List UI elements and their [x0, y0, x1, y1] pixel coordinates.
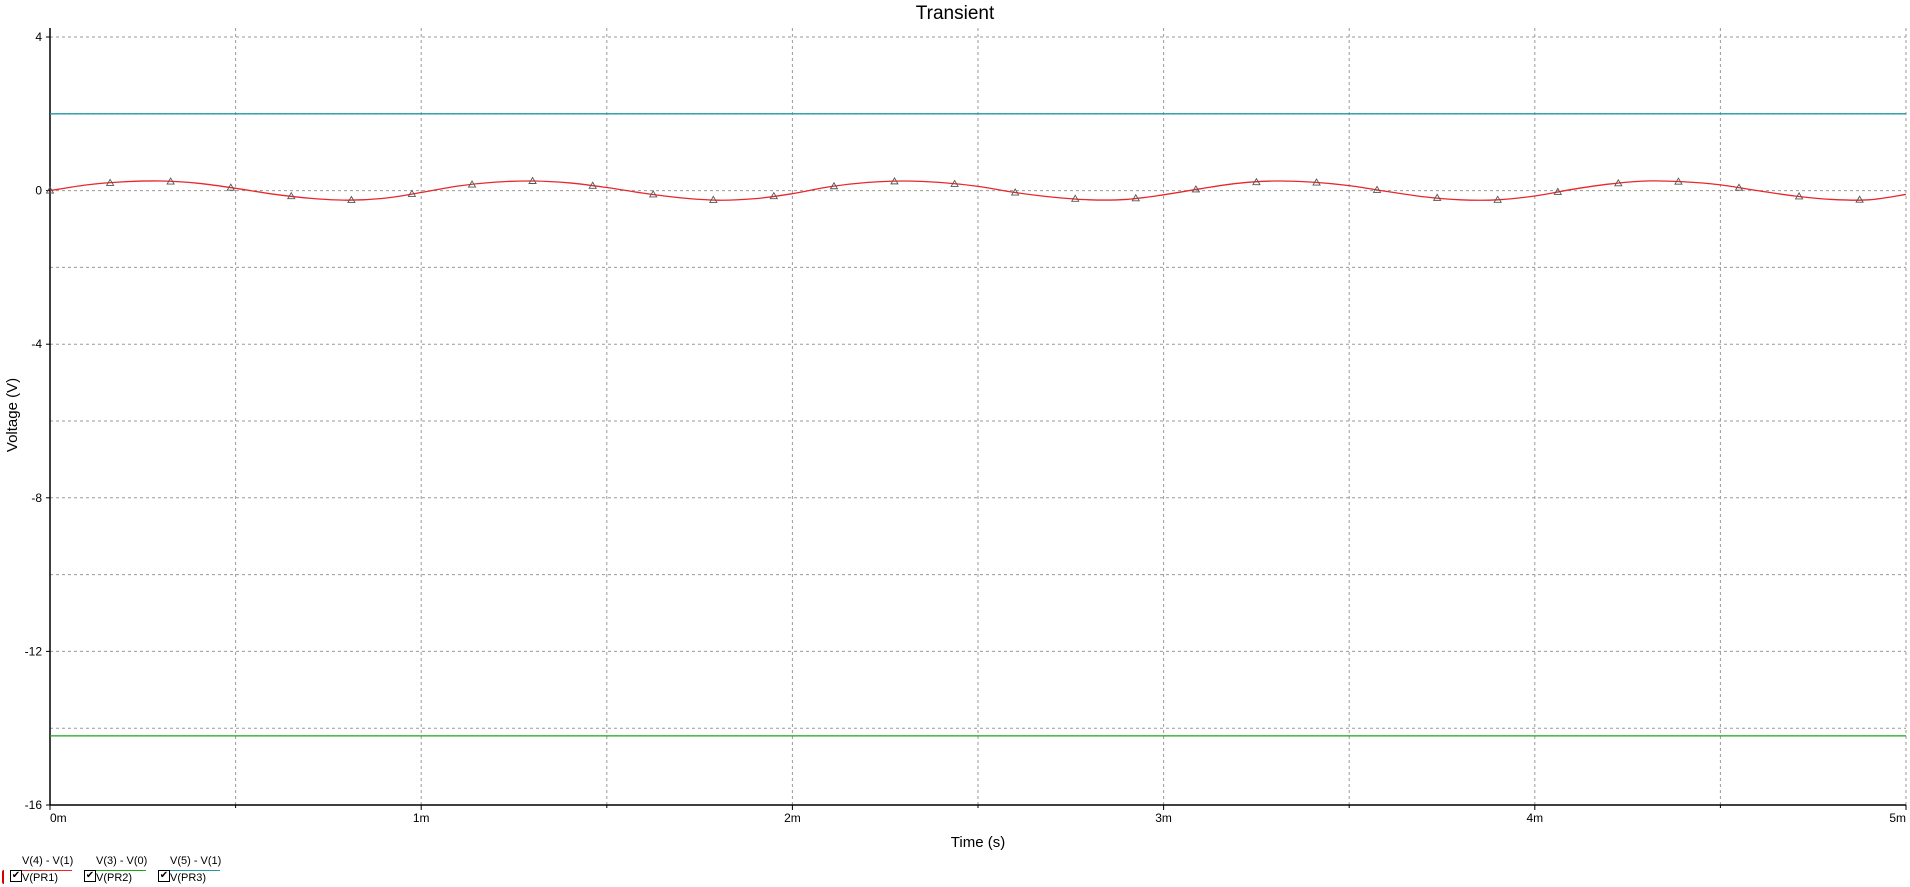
- triangle-marker: [467, 180, 477, 188]
- triangle-marker: [1855, 195, 1864, 203]
- legend-probe-name: V(PR1): [22, 872, 59, 884]
- x-tick-label: 2m: [784, 811, 801, 825]
- y-tick-label: -4: [31, 337, 42, 351]
- x-tick-label: 1m: [413, 811, 430, 825]
- triangle-marker: [588, 181, 597, 189]
- active-trace-marker: [2, 870, 8, 884]
- legend-expression: V(3) - V(0): [96, 855, 148, 867]
- triangle-marker: [648, 190, 658, 198]
- series-line-vpr1: [49, 180, 1907, 201]
- triangle-marker: [407, 189, 417, 197]
- triangle-marker: [45, 186, 55, 194]
- x-tick-label: 4m: [1526, 811, 1543, 825]
- x-tick-labels: 0m 1m 2m 3m 4m 5m: [49, 805, 1907, 825]
- triangle-marker: [528, 176, 537, 184]
- transient-chart: Transient 4 0 -4 -8 -12 -16 0m 1m 2m 3m 4m 5m Time…: [4, 3, 1907, 850]
- x-axis-label: Time (s): [951, 834, 1005, 850]
- y-tick-label: -12: [25, 644, 43, 658]
- triangle-marker: [1131, 193, 1141, 202]
- legend-expression: V(5) - V(1): [170, 855, 222, 867]
- triangle-marker: [166, 177, 175, 185]
- series-markers: [45, 176, 1864, 203]
- triangle-marker: [1312, 178, 1321, 186]
- legend-expression: V(4) - V(1): [22, 855, 74, 867]
- triangle-marker: [1493, 195, 1502, 203]
- triangle-marker: [1432, 193, 1442, 201]
- legend-color-line: [96, 870, 146, 871]
- legend-item-pr3[interactable]: V(5) - V(1) ✔ V(PR3): [158, 850, 228, 887]
- triangle-marker: [347, 195, 356, 203]
- y-tick-label: 0: [35, 184, 42, 198]
- legend-checkbox[interactable]: ✔: [158, 870, 170, 882]
- y-tick-label: 4: [35, 30, 42, 44]
- legend-checkbox[interactable]: ✔: [84, 870, 96, 882]
- grid-lines: [50, 28, 1907, 805]
- x-tick-label: 0m: [50, 811, 67, 825]
- triangle-marker: [1553, 187, 1563, 195]
- triangle-marker: [1191, 185, 1201, 193]
- y-tick-labels: 4 0 -4 -8 -12 -16: [25, 30, 50, 812]
- y-tick-label: -8: [31, 491, 42, 505]
- legend-color-line: [22, 870, 72, 871]
- triangle-marker: [1010, 188, 1020, 196]
- triangle-marker: [286, 191, 296, 200]
- triangle-marker: [769, 191, 779, 200]
- triangle-marker: [1372, 185, 1382, 193]
- triangle-marker: [105, 178, 115, 186]
- x-tick-label: 5m: [1889, 811, 1906, 825]
- y-axis-label: Voltage (V): [4, 378, 21, 452]
- triangle-marker: [1674, 177, 1683, 185]
- triangle-marker: [1614, 178, 1623, 187]
- triangle-marker: [1734, 183, 1744, 191]
- triangle-marker: [890, 176, 899, 185]
- legend-probe-name: V(PR2): [96, 872, 133, 884]
- triangle-marker: [226, 183, 236, 191]
- legend-item-pr1[interactable]: V(4) - V(1) ✔ V(PR1): [10, 850, 80, 887]
- legend-color-line: [170, 870, 220, 871]
- triangle-marker: [709, 195, 718, 203]
- legend-item-pr2[interactable]: V(3) - V(0) ✔ V(PR2): [84, 850, 154, 887]
- triangle-marker: [829, 181, 839, 190]
- x-tick-label: 3m: [1155, 811, 1172, 825]
- triangle-marker: [950, 179, 959, 187]
- y-tick-label: -16: [25, 798, 43, 812]
- legend-checkbox[interactable]: ✔: [10, 870, 22, 882]
- legend-probe-name: V(PR3): [170, 872, 207, 884]
- triangle-marker: [1070, 194, 1080, 202]
- triangle-marker: [1252, 177, 1261, 186]
- series-lines: [49, 113, 1907, 737]
- chart-title: Transient: [916, 3, 995, 24]
- triangle-marker: [1794, 191, 1804, 200]
- legend: V(4) - V(1) ✔ V(PR1) V(3) - V(0) ✔ V(PR2…: [0, 850, 260, 887]
